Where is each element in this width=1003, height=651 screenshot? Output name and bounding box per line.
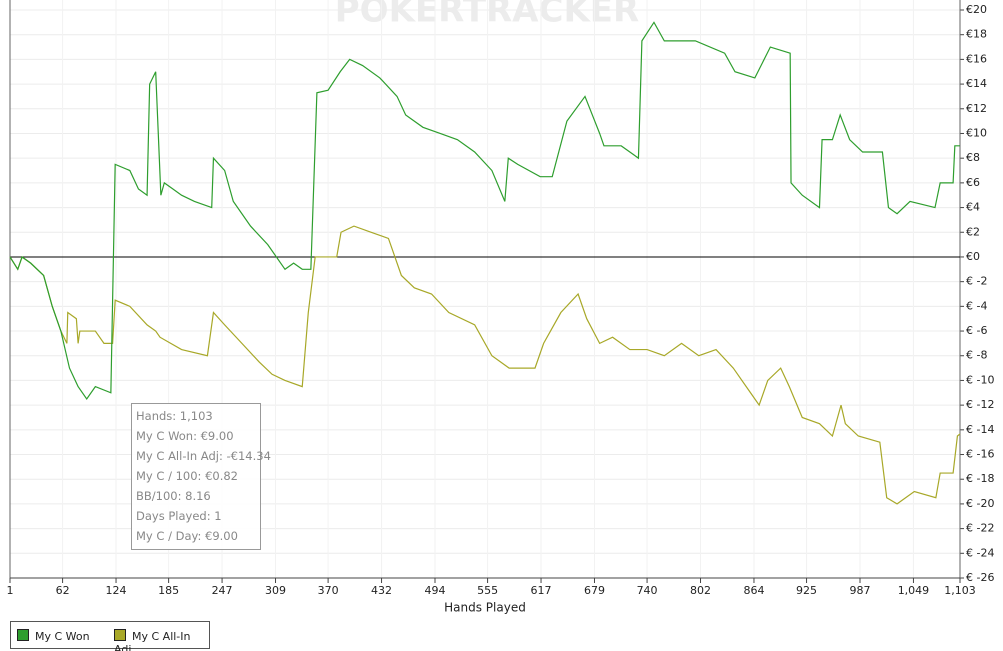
y-tick-label: €20	[966, 3, 987, 16]
y-tick-label: € -24	[966, 546, 994, 559]
x-tick-label: 124	[106, 584, 127, 597]
y-tick-label: € -26	[966, 571, 994, 584]
legend-swatch	[17, 629, 29, 641]
y-tick-label: € -22	[966, 522, 994, 535]
y-tick-label: € -12	[966, 398, 994, 411]
y-tick-label: € -16	[966, 448, 994, 461]
y-tick-label: €14	[966, 77, 987, 90]
y-tick-label: €6	[966, 176, 980, 189]
y-tick-label: €4	[966, 201, 980, 214]
legend-label: My C All-In Adj	[114, 630, 191, 651]
watermark: POKERTRACKER	[335, 0, 639, 31]
legend-swatch	[114, 629, 126, 641]
tooltip: Hands: 1,103 My C Won: €9.00 My C All-In A…	[131, 403, 271, 550]
x-tick-label: 62	[56, 584, 70, 597]
tooltip-line: BB/100: 8.16	[136, 489, 211, 503]
x-tick-label: 432	[371, 584, 392, 597]
y-tick-label: € -14	[966, 423, 994, 436]
x-tick-label: 555	[477, 584, 498, 597]
x-tick-label: 987	[850, 584, 871, 597]
x-tick-label: 1	[7, 584, 14, 597]
y-tick-label: € -4	[966, 299, 987, 312]
y-tick-label: € -18	[966, 472, 994, 485]
x-tick-label: 1,049	[898, 584, 930, 597]
x-axis-label: Hands Played	[444, 601, 526, 615]
x-tick-label: 864	[743, 584, 764, 597]
tooltip-line: My C / Day: €9.00	[136, 529, 238, 543]
x-tick-label: 1,103	[944, 584, 976, 597]
legend-item: My C All-In Adj	[114, 629, 209, 651]
y-tick-label: €16	[966, 52, 987, 65]
y-tick-label: € -10	[966, 373, 994, 386]
y-tick-label: €12	[966, 102, 987, 115]
tooltip-line: My C All-In Adj: -€14.34	[136, 449, 271, 463]
series-line	[9, 225, 961, 505]
y-tick-label: € -2	[966, 275, 987, 288]
x-tick-label: 185	[158, 584, 179, 597]
y-tick-label: €18	[966, 28, 987, 41]
y-tick-label: € -20	[966, 497, 994, 510]
x-tick-label: 679	[584, 584, 605, 597]
y-tick-label: € -6	[966, 324, 987, 337]
x-tick-label: 925	[796, 584, 817, 597]
x-tick-label: 617	[531, 584, 552, 597]
tooltip-line: My C Won: €9.00	[136, 429, 234, 443]
x-tick-label: 309	[265, 584, 286, 597]
legend-label: My C Won	[35, 630, 90, 643]
tooltip-line: Days Played: 1	[136, 509, 222, 523]
x-tick-label: 247	[212, 584, 233, 597]
y-tick-label: €8	[966, 151, 980, 164]
grid	[9, 0, 961, 579]
series-line	[9, 21, 960, 401]
y-tick-label: €10	[966, 126, 987, 139]
x-tick-label: 740	[637, 584, 658, 597]
y-tick-label: € -8	[966, 349, 987, 362]
y-tick-label: €0	[966, 250, 980, 263]
tooltip-line: Hands: 1,103	[136, 409, 213, 423]
tooltip-line: My C / 100: €0.82	[136, 469, 239, 483]
x-tick-label: 802	[690, 584, 711, 597]
legend: My C Won My C All-In Adj	[10, 621, 210, 651]
y-tick-label: €2	[966, 225, 980, 238]
x-tick-label: 370	[318, 584, 339, 597]
legend-item: My C Won	[17, 629, 90, 643]
x-tick-label: 494	[425, 584, 446, 597]
